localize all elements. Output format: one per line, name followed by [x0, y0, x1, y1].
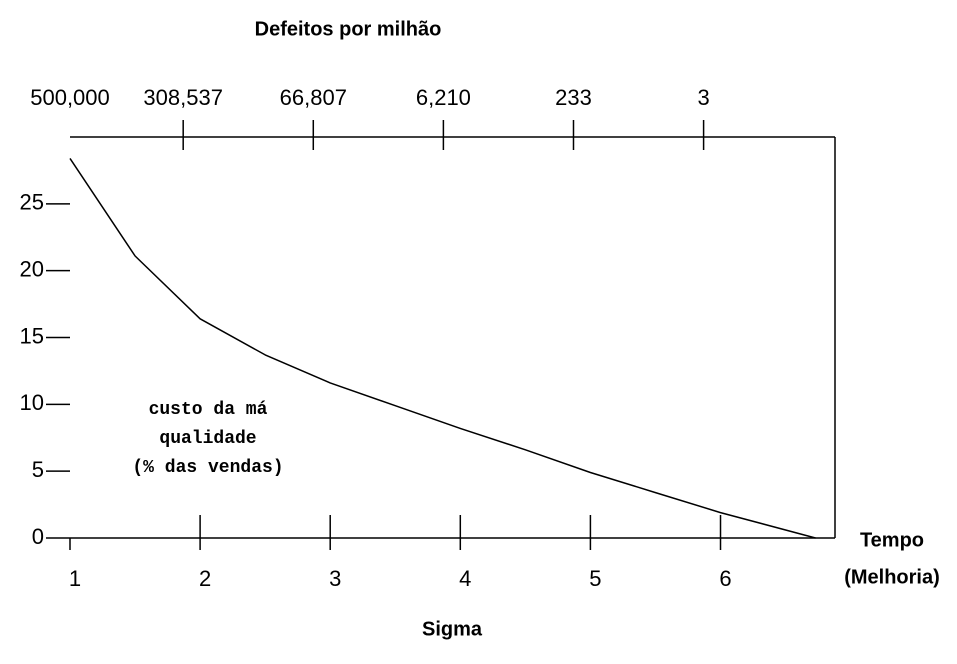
x-tick-label: 2 [199, 566, 211, 591]
y-tick-label: 25 [20, 190, 44, 215]
annotation: (% das vendas) [132, 458, 283, 478]
x2-tick-label: 66,807 [280, 85, 347, 110]
y-tick-label: 10 [20, 390, 44, 415]
y-tick-label: 15 [20, 323, 44, 348]
annotation: qualidade [159, 429, 256, 449]
y-tick-label: 5 [32, 457, 44, 482]
x-axis-label: Sigma [422, 618, 483, 640]
x2-tick-label: 6,210 [416, 85, 471, 110]
annotation: custo da má [149, 400, 268, 420]
chart-title: Defeitos por milhão [255, 18, 442, 40]
x2-tick-label: 308,537 [143, 85, 223, 110]
x-end-label: (Melhoria) [844, 566, 940, 588]
x-tick-label: 5 [589, 566, 601, 591]
x-tick-label: 1 [69, 566, 81, 591]
x-end-label: Tempo [860, 529, 924, 551]
x2-tick-label: 233 [555, 85, 592, 110]
x-tick-label: 6 [719, 566, 731, 591]
x-tick-label: 3 [329, 566, 341, 591]
x-tick-label: 4 [459, 566, 471, 591]
curve [69, 157, 816, 539]
y-tick-label: 0 [32, 524, 44, 549]
x2-tick-label: 500,000 [30, 85, 110, 110]
y-tick-label: 20 [20, 256, 44, 281]
x2-tick-label: 3 [697, 85, 709, 110]
